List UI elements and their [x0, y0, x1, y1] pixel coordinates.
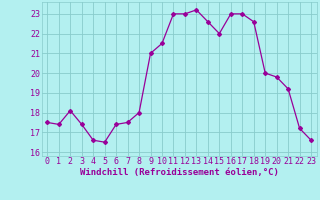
X-axis label: Windchill (Refroidissement éolien,°C): Windchill (Refroidissement éolien,°C) — [80, 168, 279, 177]
